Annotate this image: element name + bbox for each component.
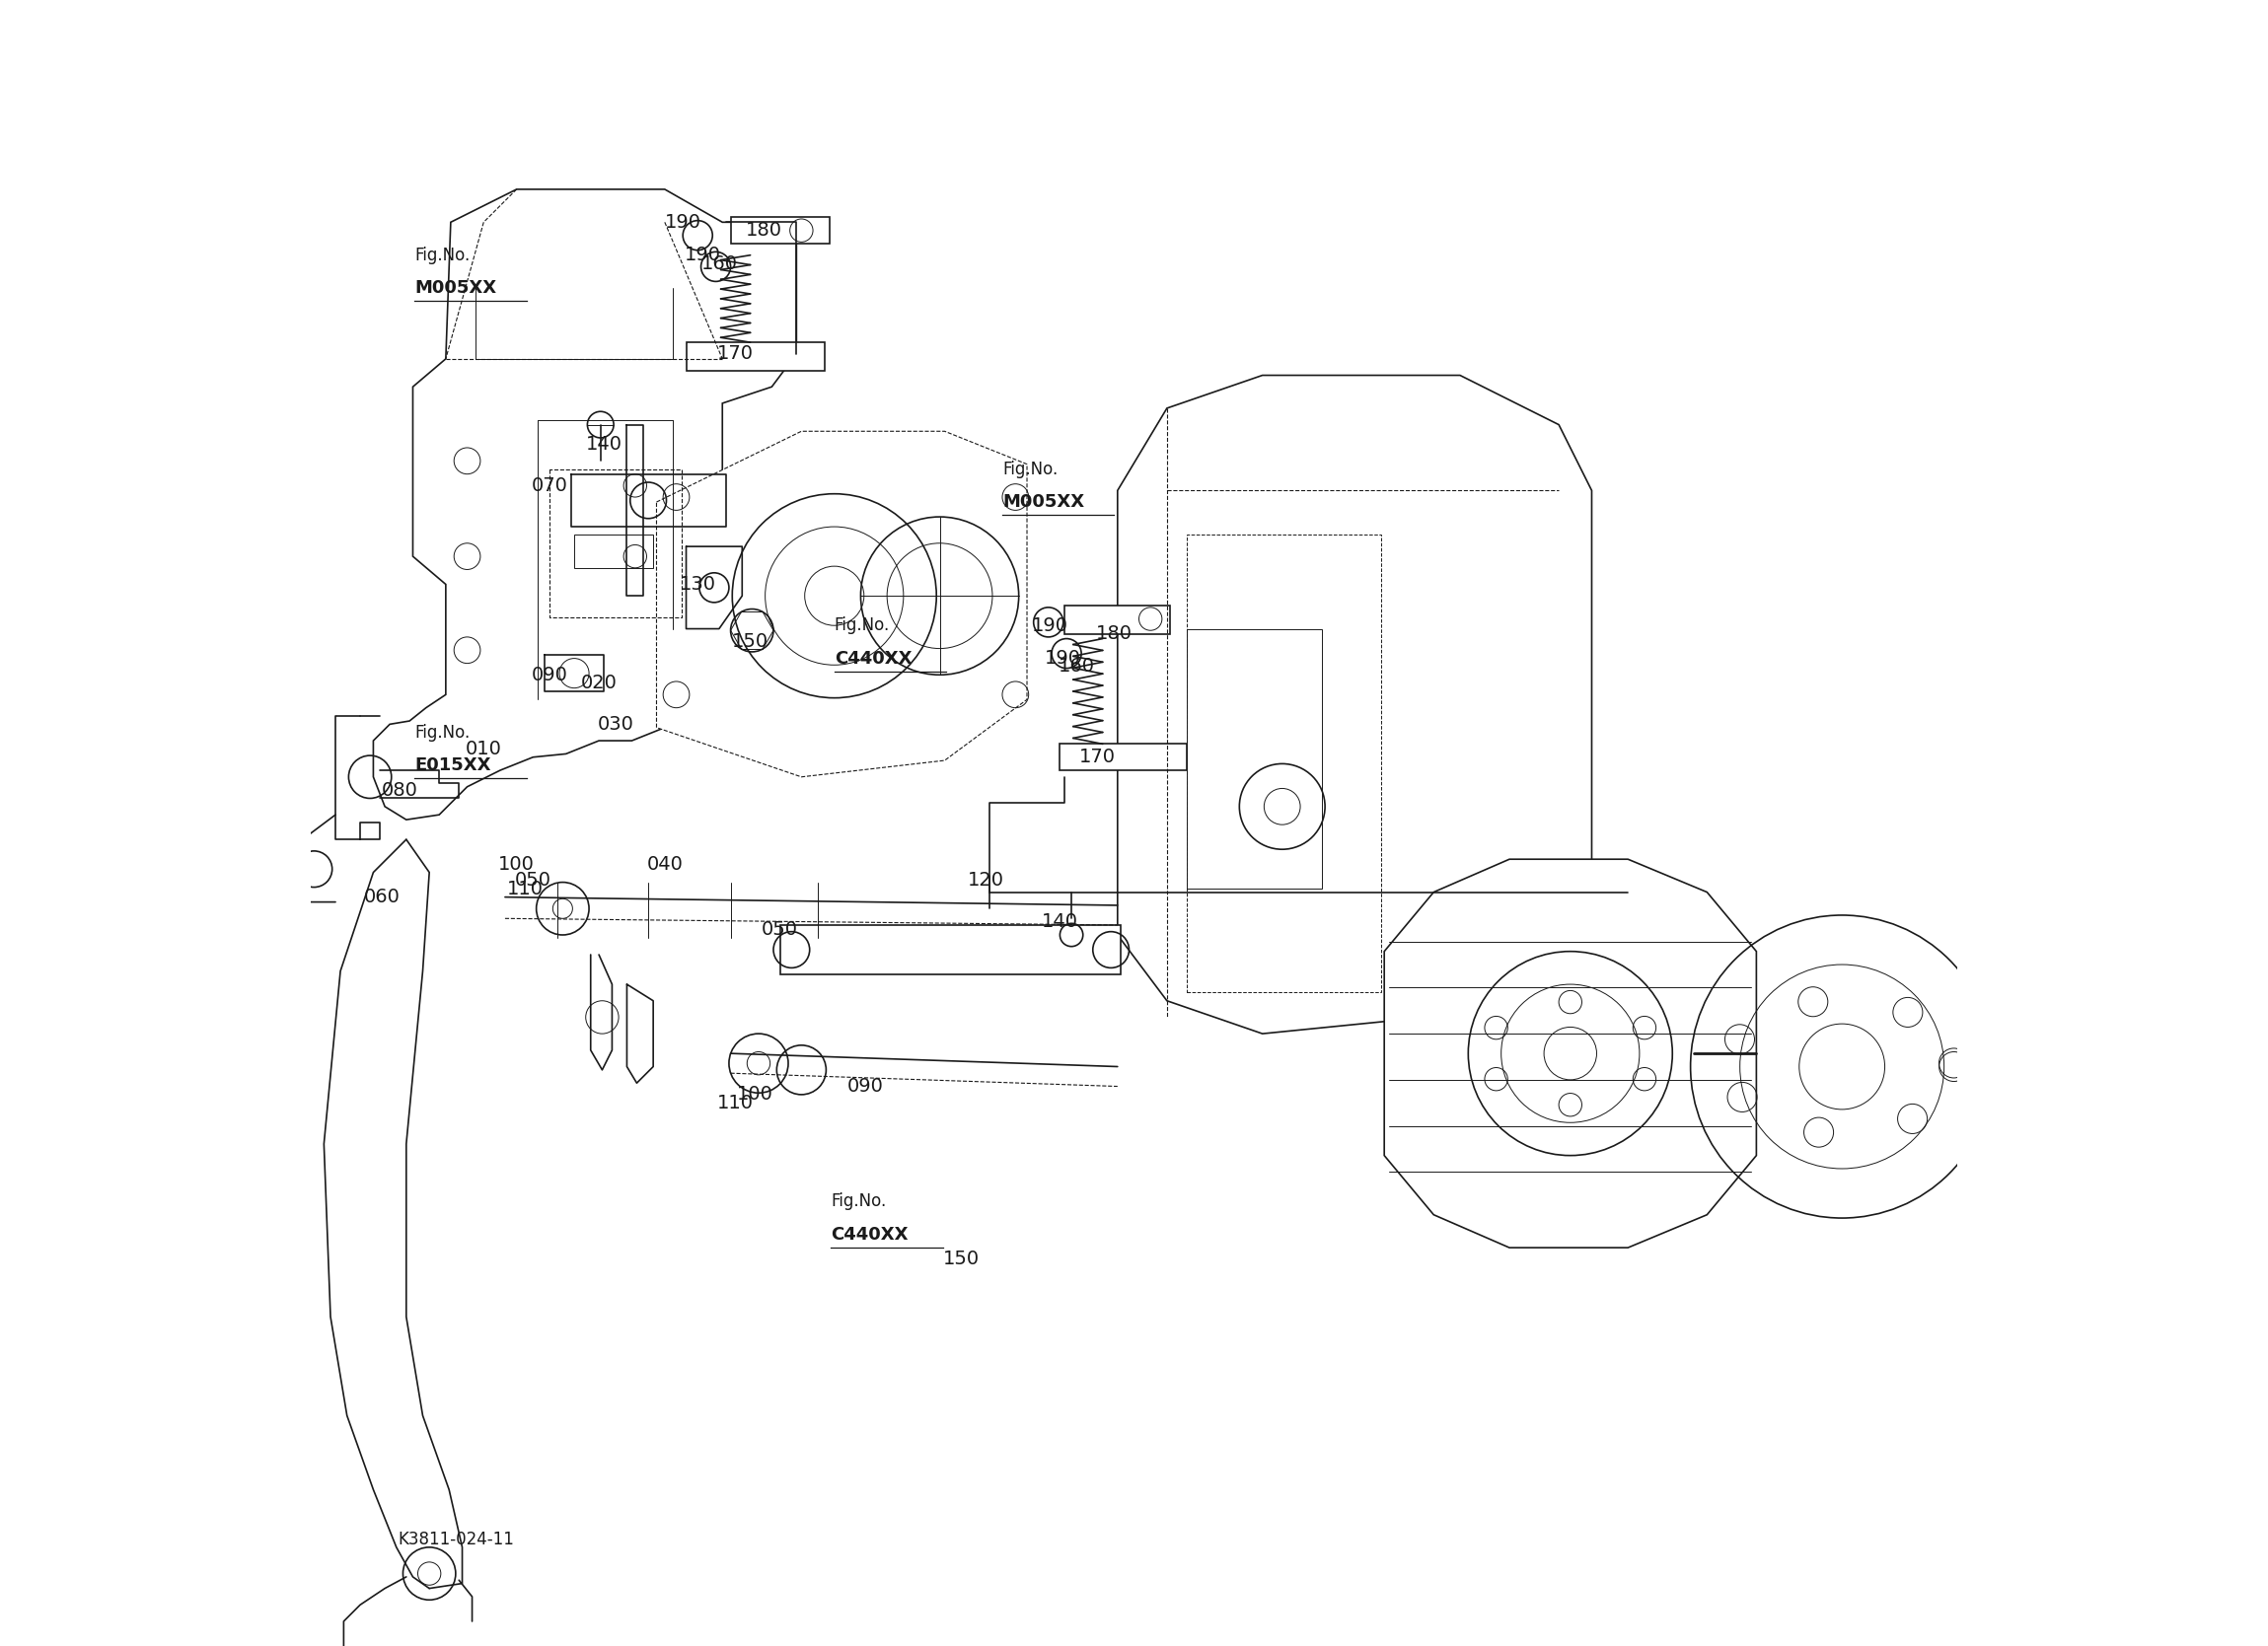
Polygon shape [730,217,830,244]
Text: 160: 160 [1059,657,1095,677]
Text: 080: 080 [381,780,417,800]
Text: 190: 190 [1046,649,1082,668]
Text: 120: 120 [968,871,1005,890]
Text: 020: 020 [581,673,617,693]
Text: 030: 030 [596,714,633,734]
Bar [1186,535,1381,993]
Text: M005XX: M005XX [415,280,497,296]
Text: 060: 060 [363,887,399,907]
Text: 140: 140 [1041,912,1077,932]
Polygon shape [374,189,796,820]
Text: 140: 140 [585,435,621,454]
Polygon shape [1118,375,1592,1034]
Text: E015XX: E015XX [415,757,490,774]
Text: 040: 040 [646,854,683,874]
Text: 150: 150 [943,1249,980,1269]
Polygon shape [1066,606,1170,634]
Text: K3811-024-11: K3811-024-11 [397,1531,515,1547]
Text: 130: 130 [680,574,717,594]
Text: 190: 190 [1032,616,1068,635]
Text: Fig.No.: Fig.No. [835,617,889,634]
Text: 110: 110 [506,879,542,899]
Text: 190: 190 [685,245,721,265]
Polygon shape [780,925,1120,974]
Text: Fig.No.: Fig.No. [415,724,469,741]
Text: 100: 100 [499,854,535,874]
Text: 090: 090 [848,1076,885,1096]
Text: C440XX: C440XX [830,1226,909,1243]
Text: 190: 190 [665,212,701,232]
Text: 070: 070 [531,476,567,495]
Text: 150: 150 [733,632,769,652]
Polygon shape [1383,859,1755,1248]
Text: 100: 100 [737,1085,773,1104]
Text: 180: 180 [746,221,782,240]
Text: C440XX: C440XX [835,650,912,667]
Polygon shape [655,431,1027,777]
Text: 170: 170 [1080,747,1116,767]
Text: 180: 180 [1095,624,1132,644]
Text: Fig.No.: Fig.No. [830,1193,887,1210]
Text: M005XX: M005XX [1002,494,1084,510]
Text: 050: 050 [515,871,551,890]
Text: 110: 110 [717,1093,753,1113]
Polygon shape [687,342,826,370]
Text: 090: 090 [531,665,567,685]
Text: Fig.No.: Fig.No. [1002,461,1057,477]
Text: 050: 050 [762,920,798,940]
Text: 010: 010 [465,739,501,759]
Text: Fig.No.: Fig.No. [415,247,469,263]
Bar [574,535,653,568]
Text: 160: 160 [701,253,737,273]
Bar [1186,629,1322,889]
Polygon shape [1059,744,1186,770]
Text: 170: 170 [717,344,753,364]
